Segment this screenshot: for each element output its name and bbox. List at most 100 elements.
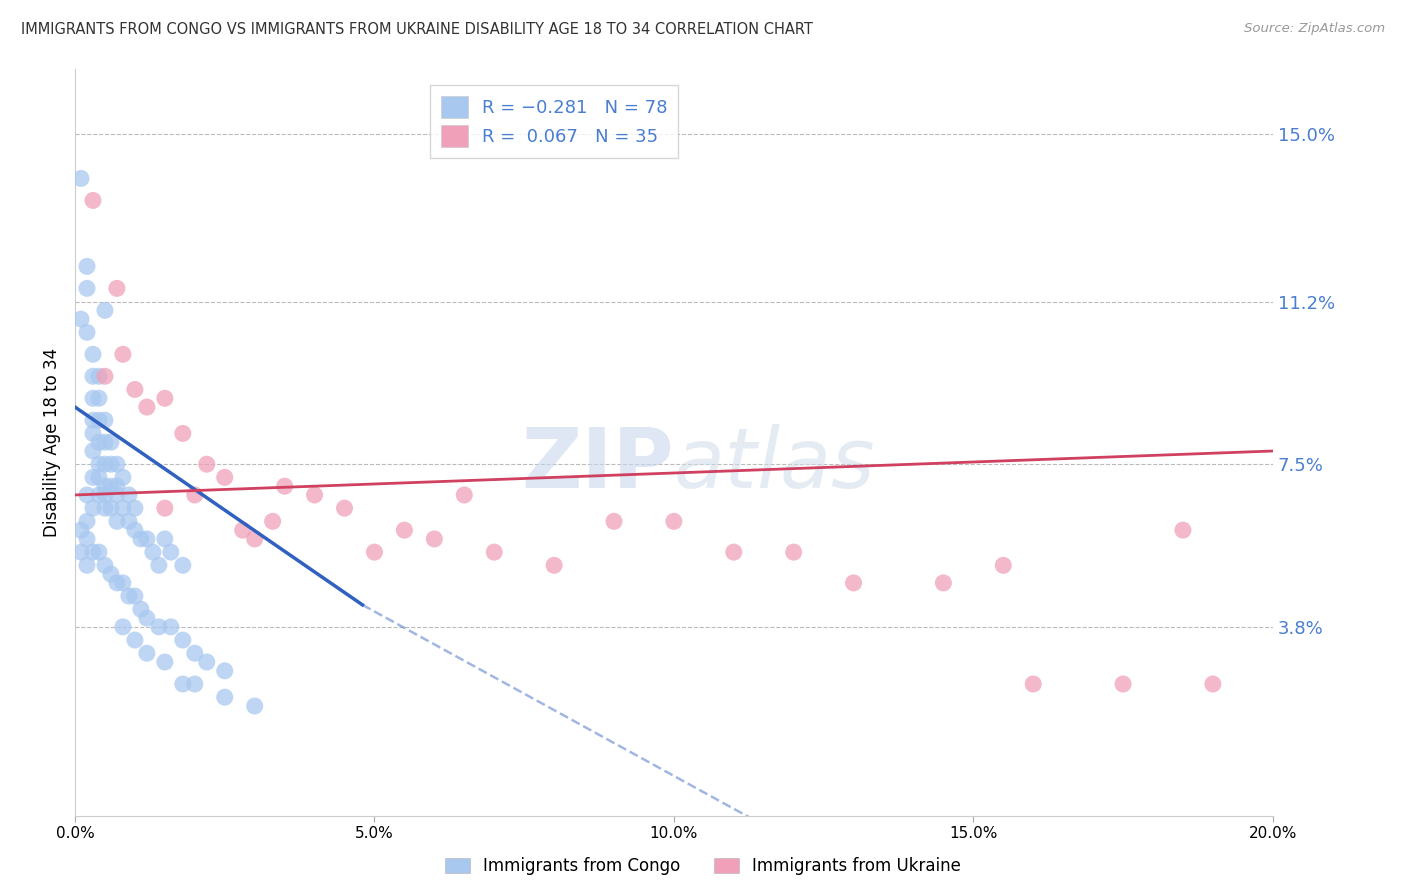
Point — [232, 523, 254, 537]
Point — [105, 488, 128, 502]
Point — [105, 575, 128, 590]
Point — [842, 575, 865, 590]
Text: IMMIGRANTS FROM CONGO VS IMMIGRANTS FROM UKRAINE DISABILITY AGE 18 TO 34 CORRELA: IMMIGRANTS FROM CONGO VS IMMIGRANTS FROM… — [21, 22, 813, 37]
Point — [1022, 677, 1045, 691]
Point — [100, 479, 122, 493]
Point — [94, 303, 117, 318]
Text: Source: ZipAtlas.com: Source: ZipAtlas.com — [1244, 22, 1385, 36]
Point — [82, 470, 104, 484]
Point — [1112, 677, 1135, 691]
Point — [148, 620, 170, 634]
Point — [124, 523, 146, 537]
Point — [87, 457, 110, 471]
Point — [129, 602, 152, 616]
Point — [1202, 677, 1225, 691]
Point — [135, 611, 157, 625]
Point — [105, 281, 128, 295]
Point — [662, 514, 685, 528]
Point — [195, 457, 218, 471]
Point — [76, 281, 98, 295]
Point — [94, 369, 117, 384]
Point — [723, 545, 745, 559]
Point — [82, 426, 104, 441]
Point — [333, 501, 356, 516]
Point — [70, 545, 93, 559]
Point — [993, 558, 1015, 573]
Point — [100, 567, 122, 582]
Point — [82, 369, 104, 384]
Point — [142, 545, 165, 559]
Point — [118, 589, 141, 603]
Point — [153, 532, 176, 546]
Point — [82, 347, 104, 361]
Point — [214, 664, 236, 678]
Point — [243, 698, 266, 713]
Point — [76, 558, 98, 573]
Point — [262, 514, 284, 528]
Point — [214, 470, 236, 484]
Point — [153, 655, 176, 669]
Point — [172, 633, 194, 648]
Point — [111, 620, 134, 634]
Point — [82, 413, 104, 427]
Point — [87, 470, 110, 484]
Point — [135, 400, 157, 414]
Point — [195, 655, 218, 669]
Point — [394, 523, 416, 537]
Point — [214, 690, 236, 705]
Point — [111, 470, 134, 484]
Point — [76, 488, 98, 502]
Point — [453, 488, 475, 502]
Point — [160, 620, 183, 634]
Point — [124, 589, 146, 603]
Point — [76, 260, 98, 274]
Point — [82, 501, 104, 516]
Point — [87, 391, 110, 405]
Point — [70, 171, 93, 186]
Point — [172, 426, 194, 441]
Point — [304, 488, 326, 502]
Point — [124, 633, 146, 648]
Point — [363, 545, 385, 559]
Point — [124, 383, 146, 397]
Point — [87, 545, 110, 559]
Point — [111, 575, 134, 590]
Point — [153, 391, 176, 405]
Point — [118, 514, 141, 528]
Point — [543, 558, 565, 573]
Point — [148, 558, 170, 573]
Point — [782, 545, 804, 559]
Point — [111, 501, 134, 516]
Point — [100, 501, 122, 516]
Point — [1171, 523, 1194, 537]
Point — [184, 646, 207, 660]
Point — [184, 677, 207, 691]
Point — [82, 444, 104, 458]
Point — [172, 558, 194, 573]
Point — [76, 514, 98, 528]
Point — [87, 488, 110, 502]
Point — [100, 457, 122, 471]
Point — [82, 194, 104, 208]
Point — [105, 514, 128, 528]
Legend: R = −0.281   N = 78, R =  0.067   N = 35: R = −0.281 N = 78, R = 0.067 N = 35 — [430, 85, 679, 158]
Point — [87, 413, 110, 427]
Point — [94, 457, 117, 471]
Point — [94, 479, 117, 493]
Point — [135, 646, 157, 660]
Point — [94, 501, 117, 516]
Point — [70, 312, 93, 326]
Point — [76, 532, 98, 546]
Point — [124, 501, 146, 516]
Point — [82, 545, 104, 559]
Point — [135, 532, 157, 546]
Point — [153, 501, 176, 516]
Point — [484, 545, 506, 559]
Point — [76, 326, 98, 340]
Point — [129, 532, 152, 546]
Point — [118, 488, 141, 502]
Legend: Immigrants from Congo, Immigrants from Ukraine: Immigrants from Congo, Immigrants from U… — [437, 849, 969, 884]
Point — [111, 347, 134, 361]
Point — [160, 545, 183, 559]
Point — [603, 514, 626, 528]
